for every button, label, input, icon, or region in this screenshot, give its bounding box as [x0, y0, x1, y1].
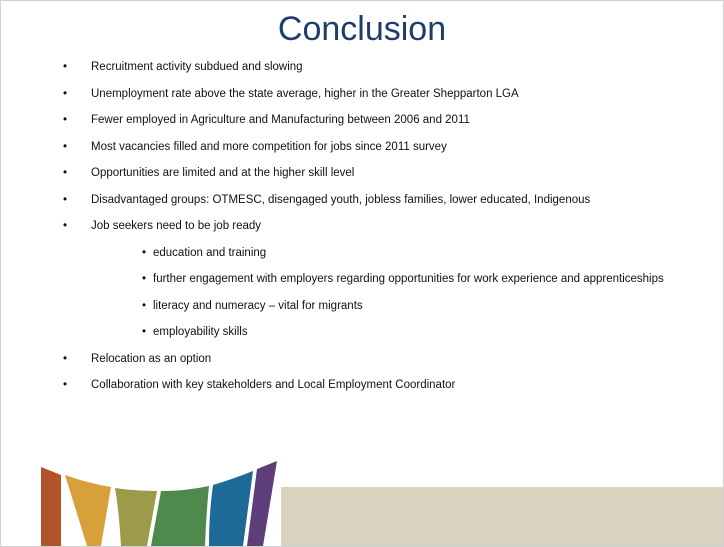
bullet-item: Fewer employed in Agriculture and Manufa… — [91, 113, 651, 128]
sub-bullet-item: education and training — [153, 246, 693, 261]
bullet-text: Opportunities are limited and at the hig… — [91, 167, 354, 179]
bullet-text: Collaboration with key stakeholders and … — [91, 379, 455, 391]
stripe — [151, 486, 209, 546]
footer-band — [281, 487, 723, 546]
sub-bullet-text: literacy and numeracy – vital for migran… — [153, 300, 363, 312]
bullet-text: Unemployment rate above the state averag… — [91, 88, 519, 100]
sub-bullet-item: literacy and numeracy – vital for migran… — [153, 299, 693, 314]
stripe — [115, 488, 157, 546]
bullet-list: Recruitment activity subdued and slowing… — [91, 60, 651, 405]
stripe — [65, 475, 111, 546]
sub-bullet-text: employability skills — [153, 326, 248, 338]
bullet-text: Job seekers need to be job ready — [91, 220, 261, 232]
stripe — [209, 471, 253, 546]
slide: Conclusion Recruitment activity subdued … — [0, 0, 724, 547]
sub-bullet-item: further engagement with employers regard… — [153, 272, 693, 287]
sub-bullet-item: employability skills — [153, 325, 693, 340]
bullet-text: Recruitment activity subdued and slowing — [91, 61, 303, 73]
sub-bullet-text: education and training — [153, 247, 266, 259]
bullet-item: Relocation as an option — [91, 352, 651, 367]
bullet-item: Collaboration with key stakeholders and … — [91, 378, 651, 393]
bullet-item: Unemployment rate above the state averag… — [91, 87, 651, 102]
bullet-item: Most vacancies filled and more competiti… — [91, 140, 651, 155]
bullet-item: Job seekers need to be job ready educatio… — [91, 219, 651, 340]
bullet-item: Recruitment activity subdued and slowing — [91, 60, 651, 75]
title: Conclusion — [1, 7, 723, 51]
bullet-text: Disadvantaged groups: OTMESC, disengaged… — [91, 194, 590, 206]
bullet-item: Disadvantaged groups: OTMESC, disengaged… — [91, 193, 651, 208]
stripe — [41, 467, 61, 546]
bullet-text: Fewer employed in Agriculture and Manufa… — [91, 114, 470, 126]
sub-bullet-list: education and training further engagement… — [153, 246, 693, 341]
bullet-text: Most vacancies filled and more competiti… — [91, 141, 447, 153]
bullet-text: Relocation as an option — [91, 353, 211, 365]
bullet-item: Opportunities are limited and at the hig… — [91, 166, 651, 181]
sub-bullet-text: further engagement with employers regard… — [153, 273, 664, 285]
